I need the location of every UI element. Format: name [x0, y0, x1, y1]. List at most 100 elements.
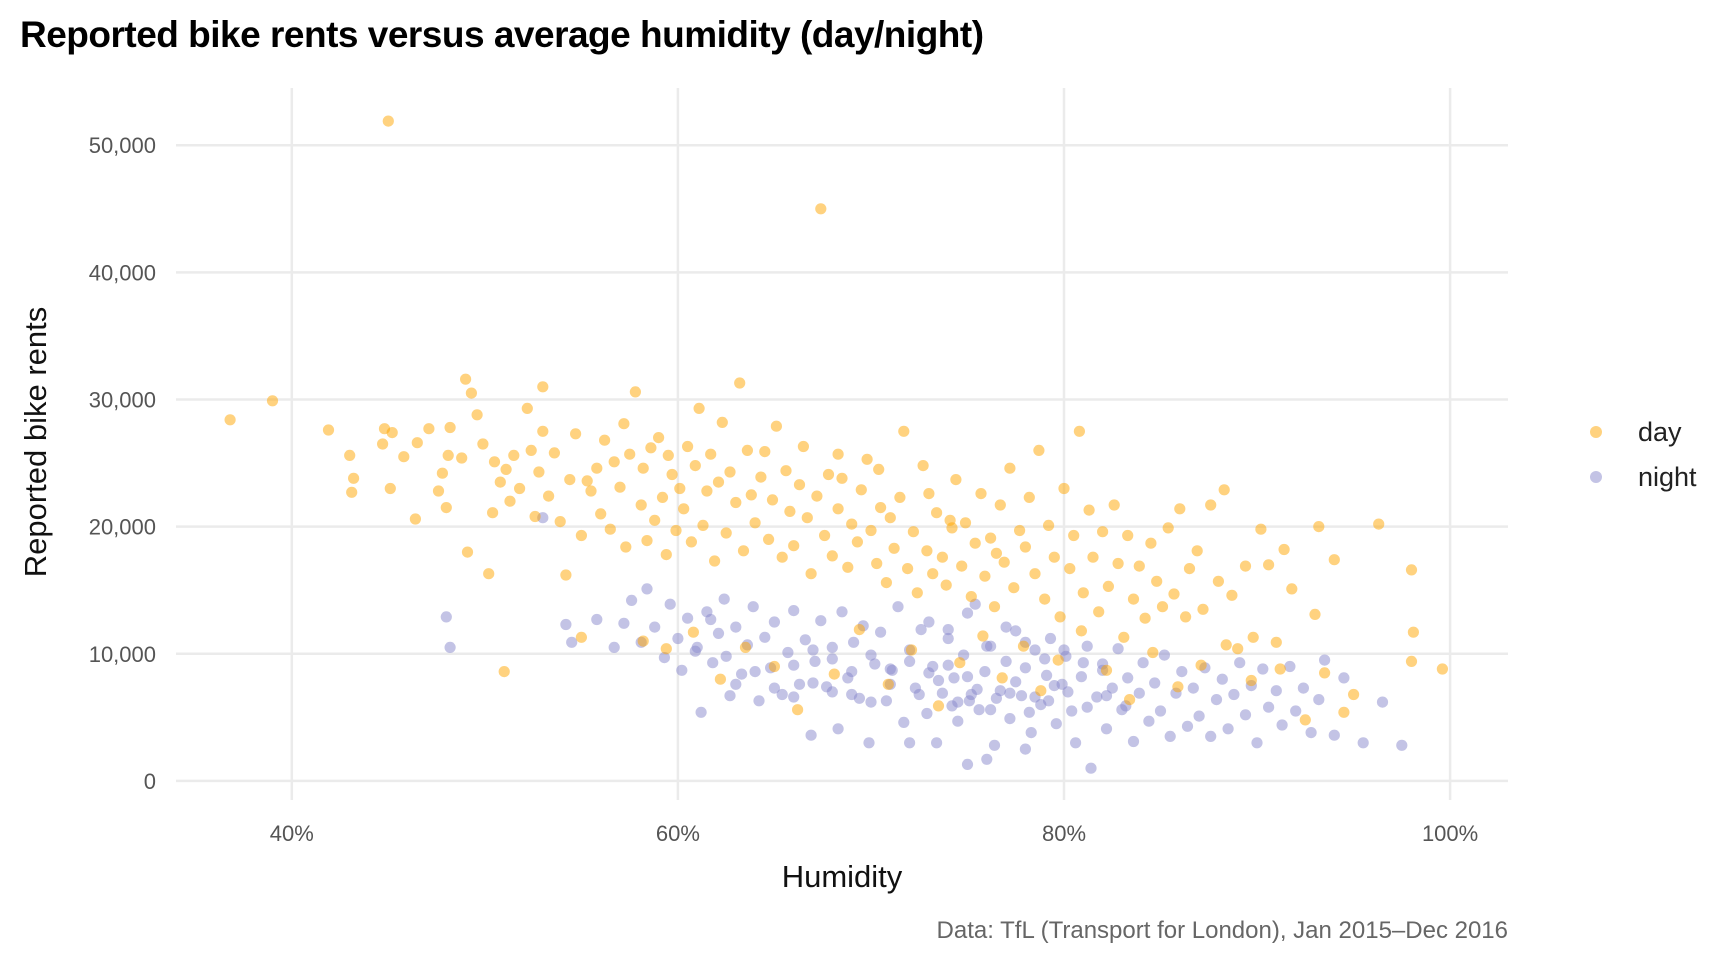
point-night — [736, 668, 748, 680]
point-day — [832, 503, 844, 515]
point-night — [682, 612, 694, 624]
point-night — [1263, 701, 1275, 713]
point-day — [693, 402, 705, 414]
point-day — [954, 657, 966, 669]
point-night — [1019, 743, 1031, 755]
point-day — [409, 513, 421, 525]
point-day — [1147, 646, 1159, 659]
point-day — [461, 546, 474, 558]
point-night — [1257, 663, 1269, 675]
point-night — [788, 605, 800, 617]
point-day — [759, 446, 771, 458]
point-day — [998, 556, 1010, 568]
point-day — [1035, 685, 1047, 697]
point-day — [1183, 563, 1196, 575]
point-day — [591, 462, 603, 474]
point-night — [832, 723, 844, 735]
point-night — [641, 583, 653, 595]
point-night — [981, 640, 993, 652]
point-night — [1070, 737, 1082, 749]
point-day — [537, 381, 549, 393]
point-night — [1181, 720, 1194, 732]
point-day — [1195, 659, 1207, 671]
point-day — [1133, 560, 1145, 572]
point-day — [801, 512, 813, 524]
point-day — [828, 668, 840, 680]
point-night — [768, 682, 781, 694]
point-day — [888, 542, 900, 554]
point-day — [861, 453, 873, 465]
point-day — [921, 545, 933, 557]
point-day — [440, 502, 452, 514]
point-day — [842, 561, 854, 573]
point-night — [836, 606, 848, 618]
point-night — [985, 704, 997, 716]
data-points — [224, 115, 1448, 774]
point-day — [465, 387, 477, 399]
point-day — [1218, 484, 1230, 496]
point-day — [660, 549, 672, 561]
point-day — [996, 672, 1008, 684]
point-day — [653, 432, 665, 444]
point-day — [815, 203, 827, 215]
point-day — [701, 485, 713, 497]
point-night — [718, 593, 730, 605]
point-night — [1066, 705, 1078, 717]
point-day — [678, 503, 690, 515]
point-day — [660, 643, 672, 655]
point-night — [1000, 655, 1012, 668]
point-night — [626, 594, 638, 607]
point-day — [1127, 593, 1140, 605]
point-night — [799, 634, 811, 646]
point-day — [734, 377, 746, 389]
point-night — [869, 658, 881, 670]
point-day — [907, 526, 920, 538]
point-night — [1058, 644, 1070, 656]
point-day — [784, 505, 796, 517]
point-day — [1075, 625, 1087, 637]
point-night — [658, 652, 671, 664]
point-night — [689, 645, 701, 657]
point-day — [608, 456, 620, 468]
point-day — [905, 644, 918, 656]
point-night — [923, 667, 935, 679]
point-day — [670, 524, 682, 537]
point-day — [1263, 559, 1275, 571]
point-night — [898, 716, 910, 729]
point-night — [961, 758, 974, 771]
point-day — [637, 462, 649, 474]
point-day — [1174, 503, 1186, 515]
point-day — [614, 481, 626, 493]
point-night — [948, 672, 960, 684]
point-day — [911, 587, 923, 599]
point-day — [508, 449, 520, 461]
point-day — [990, 547, 1003, 559]
point-day — [585, 485, 597, 497]
point-day — [1338, 706, 1350, 718]
point-day — [1108, 499, 1120, 511]
point-night — [1205, 730, 1217, 743]
point-day — [1023, 491, 1035, 503]
point-night — [1041, 669, 1053, 682]
point-day — [554, 516, 566, 528]
point-day — [1043, 519, 1055, 532]
point-day — [705, 448, 717, 460]
point-day — [846, 518, 858, 530]
point-day — [745, 489, 757, 501]
point-night — [720, 650, 732, 662]
point-day — [871, 557, 883, 570]
point-night — [1210, 694, 1223, 706]
point-day — [521, 402, 533, 414]
point-day — [382, 115, 394, 127]
y-tick-label: 10,000 — [89, 642, 156, 667]
point-night — [1039, 653, 1051, 665]
point-night — [782, 646, 794, 659]
point-night — [1048, 680, 1060, 692]
point-night — [730, 621, 742, 633]
point-day — [386, 427, 398, 439]
point-day — [1145, 537, 1157, 549]
point-night — [952, 715, 964, 727]
point-night — [942, 632, 954, 645]
point-night — [444, 641, 456, 654]
point-night — [608, 641, 620, 654]
